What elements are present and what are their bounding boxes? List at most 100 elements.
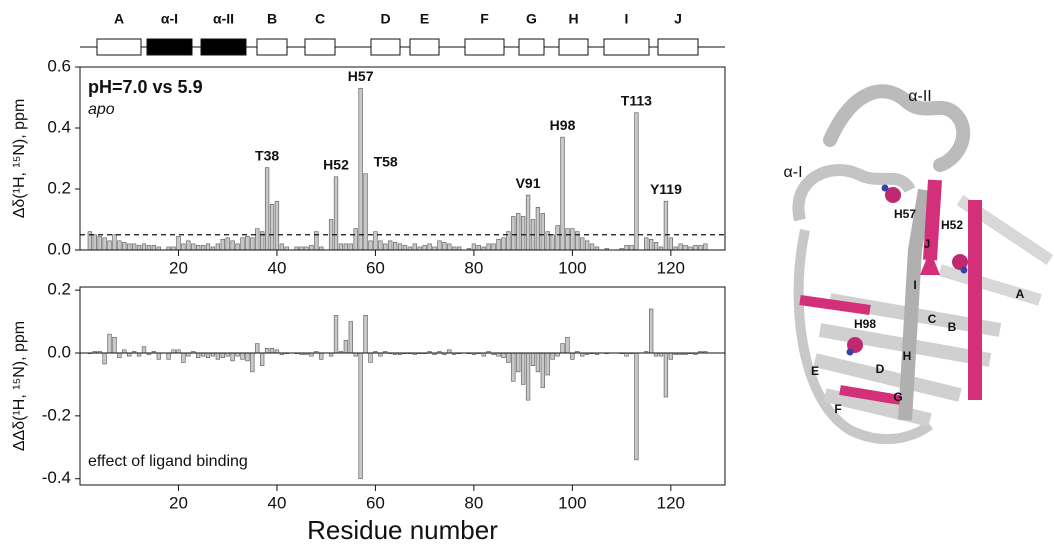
structure-label: H52: [941, 218, 963, 232]
bar: [653, 242, 659, 251]
annotation: Y119: [650, 181, 682, 197]
bar: [570, 228, 575, 251]
x-tick-label: 60: [366, 258, 385, 277]
structure-label: E: [811, 364, 819, 378]
bar: [122, 242, 127, 251]
bar: [196, 352, 201, 359]
structure-label: G: [893, 390, 902, 404]
structure-label: α-II: [908, 88, 931, 105]
bar: [525, 352, 531, 401]
bar: [506, 352, 511, 363]
bar: [343, 243, 349, 251]
bar: [501, 352, 506, 359]
bar: [580, 237, 585, 251]
bar: [107, 333, 112, 354]
strand: [518, 38, 545, 56]
x-tick-label: 20: [169, 493, 188, 512]
bar: [264, 347, 270, 354]
bar: [491, 243, 496, 251]
bar: [520, 352, 526, 385]
bar: [383, 243, 388, 251]
ss-label: H: [568, 11, 578, 27]
bar: [215, 352, 221, 360]
structure-label: D: [876, 362, 885, 376]
structure-label: F: [834, 402, 841, 416]
bar: [565, 336, 570, 354]
strand: [657, 38, 699, 56]
annotation: H52: [323, 157, 349, 173]
x-tick-label: 40: [267, 493, 286, 512]
bar: [363, 173, 368, 251]
bar: [200, 245, 206, 251]
bar: [333, 176, 339, 251]
bar: [530, 352, 536, 366]
y-tick-label: 0.0: [47, 342, 71, 361]
bar: [501, 237, 506, 251]
bar: [486, 243, 491, 251]
bar: [358, 88, 363, 251]
bar: [373, 231, 378, 251]
structure-label: I: [913, 278, 916, 292]
y-axis-label: ΔΔδ(¹H, ¹⁵N), ppm: [11, 321, 28, 451]
y-tick-label: 0.0: [47, 239, 71, 258]
bar: [644, 237, 649, 251]
bar: [205, 243, 211, 251]
bar: [560, 136, 565, 251]
bar: [624, 245, 629, 251]
bar: [584, 240, 590, 251]
bar: [437, 240, 442, 251]
bar: [176, 235, 181, 251]
structure-label: α-I: [783, 164, 802, 181]
structure-label: J: [924, 237, 931, 251]
bar: [245, 235, 250, 251]
bar: [358, 352, 363, 480]
bars: [87, 88, 708, 251]
ss-label: A: [114, 11, 124, 27]
y-tick-label: -0.4: [42, 468, 71, 487]
bar: [260, 352, 265, 366]
structure-label: H98: [854, 317, 876, 331]
x-tick-label: 100: [558, 493, 586, 512]
ss-label: α-II: [213, 11, 234, 27]
bar: [102, 352, 107, 365]
bar: [663, 352, 669, 398]
bar: [422, 245, 427, 251]
bar: [112, 336, 117, 354]
bar: [668, 237, 673, 251]
bar: [255, 343, 260, 354]
annotation: T38: [255, 147, 279, 163]
bar: [225, 237, 230, 251]
bar: [535, 352, 541, 373]
x-tick-label: 20: [169, 258, 188, 277]
structure-label: H: [903, 349, 912, 363]
bar: [560, 343, 565, 354]
bar: [388, 240, 393, 251]
bar: [181, 352, 186, 363]
bar: [309, 245, 314, 251]
bar: [230, 240, 235, 251]
structure-label: C: [928, 312, 937, 326]
bar: [535, 207, 541, 251]
ss-label: E: [420, 11, 429, 27]
bar: [648, 239, 654, 251]
bar: [333, 314, 339, 354]
y-tick-label: 0.6: [47, 56, 71, 75]
ss-label: G: [526, 11, 537, 27]
bar: [181, 243, 186, 251]
bar: [343, 340, 349, 354]
bar: [348, 243, 353, 251]
bar: [516, 352, 521, 373]
protein-structure: α-II α-I H57 H52 J I B A H98 C H D E G F: [783, 84, 1054, 445]
strand: [464, 38, 505, 56]
bar: [166, 352, 171, 360]
helix: [146, 38, 193, 56]
bar: [550, 352, 555, 360]
bar: [378, 240, 383, 251]
bar: [634, 352, 639, 461]
bar: [255, 228, 260, 251]
x-tick-label: 60: [366, 493, 385, 512]
bar: [230, 352, 235, 362]
bar: [570, 352, 575, 360]
bar: [368, 352, 373, 363]
bar: [127, 243, 132, 251]
